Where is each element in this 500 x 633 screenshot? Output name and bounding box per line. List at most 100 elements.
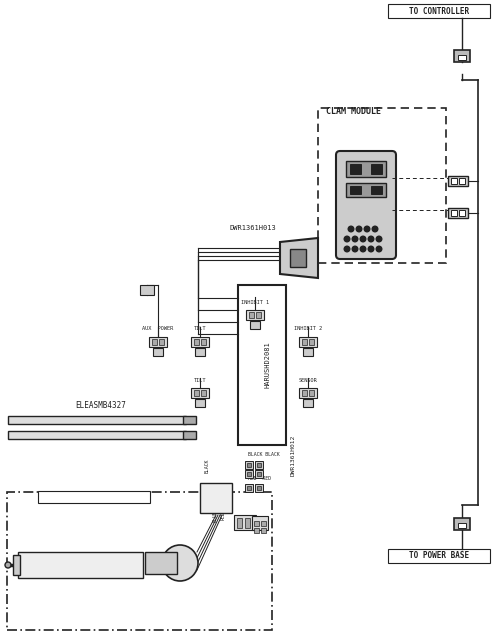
Bar [252, 516, 268, 530]
Bar [454, 50, 470, 62]
Circle shape [360, 236, 366, 242]
Bar [257, 472, 261, 476]
Circle shape [368, 246, 374, 252]
Text: BLACK BLACK: BLACK BLACK [248, 451, 280, 456]
Bar [318, 108, 446, 263]
Bar [346, 161, 386, 177]
Bar [303, 399, 313, 407]
Circle shape [344, 236, 350, 242]
Circle shape [344, 246, 350, 252]
Bar [451, 178, 457, 184]
Bar [7, 492, 272, 630]
Bar [247, 463, 251, 467]
Bar [152, 339, 157, 345]
Circle shape [368, 236, 374, 242]
Text: DWR1361H013: DWR1361H013 [230, 225, 277, 231]
Text: TILT ACTUATOR: TILT ACTUATOR [62, 492, 126, 501]
Bar [200, 483, 232, 513]
Text: BLUE: BLUE [212, 510, 218, 522]
Bar [459, 178, 465, 184]
Bar [38, 491, 150, 503]
Bar [194, 339, 199, 345]
Bar [256, 312, 261, 318]
Bar [302, 339, 307, 345]
Polygon shape [280, 238, 318, 278]
Bar [454, 518, 470, 530]
Text: TO CONTROLLER: TO CONTROLLER [409, 6, 469, 15]
Bar [18, 552, 143, 578]
Bar [255, 470, 263, 478]
Circle shape [376, 236, 382, 242]
Circle shape [352, 236, 358, 242]
Bar [254, 521, 259, 526]
Bar [201, 339, 206, 345]
Bar [299, 388, 317, 398]
Bar [149, 337, 167, 347]
Circle shape [162, 545, 198, 581]
Bar [183, 416, 196, 424]
Text: CLAM MODULE: CLAM MODULE [326, 108, 381, 116]
Text: RED  RED: RED RED [248, 475, 271, 480]
Bar [371, 164, 382, 174]
Bar [448, 176, 468, 186]
Text: TILT: TILT [194, 327, 206, 332]
Circle shape [364, 226, 370, 232]
Bar [195, 348, 205, 356]
Bar [255, 461, 263, 469]
Bar [13, 555, 20, 575]
Bar [234, 515, 256, 530]
Bar [459, 210, 465, 216]
Bar [245, 484, 253, 492]
Bar [388, 549, 490, 563]
Bar [245, 470, 253, 478]
Bar [194, 390, 199, 396]
Text: TILT: TILT [194, 377, 206, 382]
Bar [140, 285, 154, 295]
Bar [261, 528, 266, 533]
Bar [303, 348, 313, 356]
Bar [238, 285, 286, 445]
Circle shape [376, 246, 382, 252]
Text: DWR1361H012: DWR1361H012 [290, 434, 296, 475]
Text: HARUSHD2081: HARUSHD2081 [265, 342, 271, 389]
Bar [261, 521, 266, 526]
Text: BLACK: BLACK [204, 459, 210, 473]
Bar [448, 208, 468, 218]
Bar [371, 186, 382, 194]
Circle shape [348, 226, 354, 232]
Bar [245, 518, 250, 528]
Bar [247, 472, 251, 476]
Bar [237, 518, 242, 528]
Bar [451, 210, 457, 216]
Text: TO POWER BASE: TO POWER BASE [409, 551, 469, 560]
Bar [250, 321, 260, 329]
Bar [245, 461, 253, 469]
Bar [195, 399, 205, 407]
Bar [346, 183, 386, 197]
Circle shape [356, 226, 362, 232]
Bar [254, 528, 259, 533]
Bar [309, 339, 314, 345]
Text: INHIBIT 1: INHIBIT 1 [241, 299, 269, 304]
Text: ELEASMB4327: ELEASMB4327 [75, 401, 126, 410]
Bar [191, 388, 209, 398]
Bar [8, 431, 186, 439]
Bar [255, 484, 263, 492]
Bar [183, 431, 196, 439]
Bar [153, 348, 163, 356]
Bar [8, 416, 186, 424]
Bar [302, 390, 307, 396]
Bar [249, 312, 254, 318]
Bar [309, 390, 314, 396]
Bar [257, 486, 261, 490]
FancyBboxPatch shape [336, 151, 396, 259]
Bar [201, 390, 206, 396]
Circle shape [5, 562, 11, 568]
Bar [458, 55, 466, 60]
Bar [159, 339, 164, 345]
Circle shape [372, 226, 378, 232]
Bar [257, 463, 261, 467]
Bar [191, 337, 209, 347]
Text: INHIBIT 2: INHIBIT 2 [294, 327, 322, 332]
Text: RED: RED [220, 511, 226, 520]
